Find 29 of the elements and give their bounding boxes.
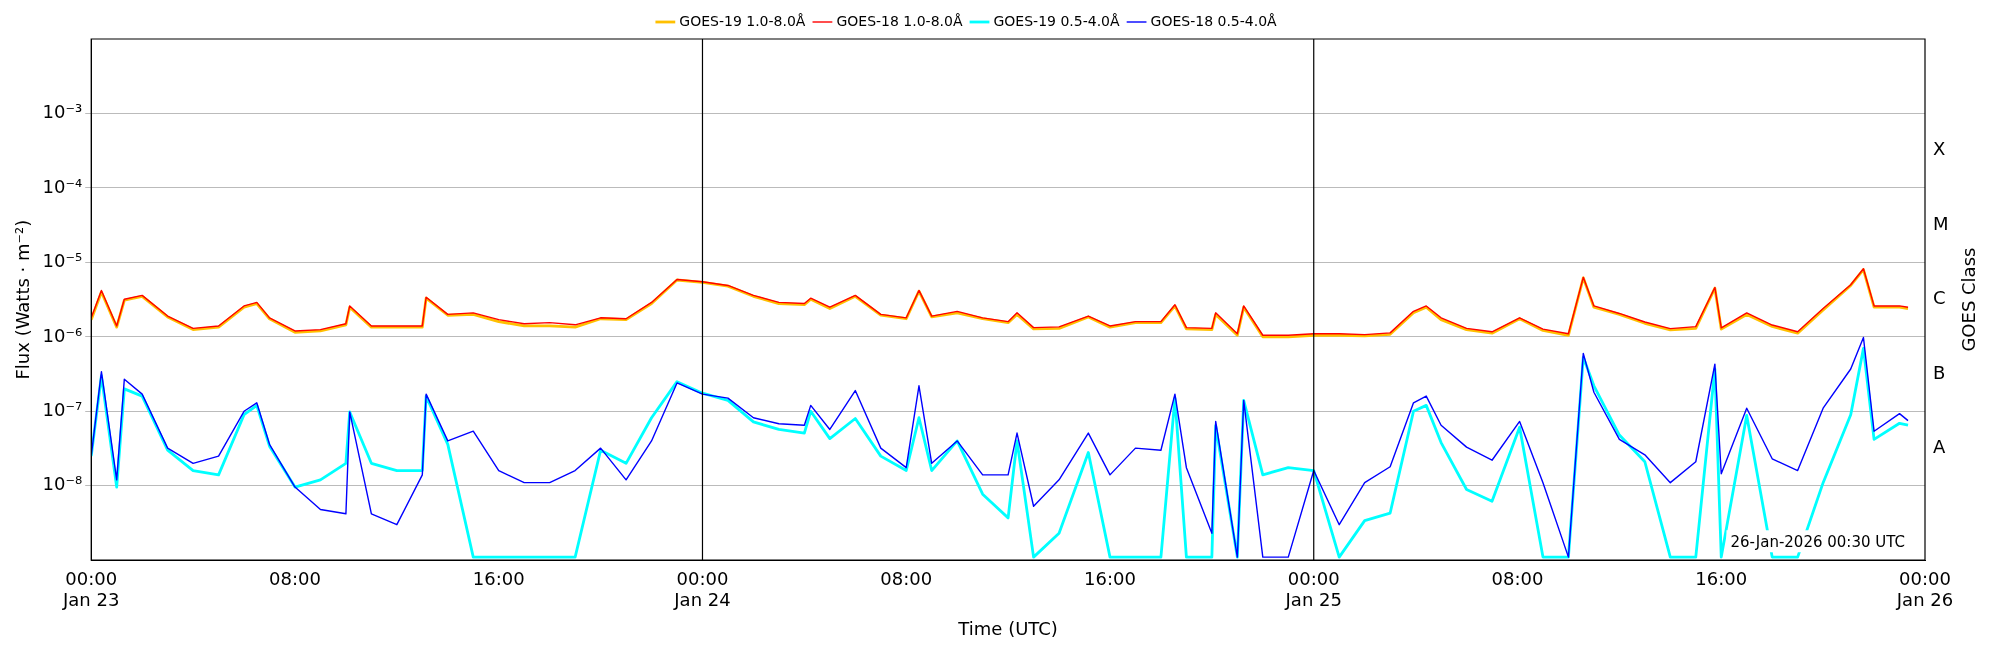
x-tick-label: 08:00 — [1491, 567, 1544, 589]
text: B — [1933, 361, 1946, 383]
x-tick-label: 16:00 — [1084, 567, 1136, 589]
annotation: 26-Jan-2026 00:30 UTC — [1730, 532, 1905, 551]
x-tick-label: 16:00 — [1695, 567, 1748, 589]
text: M — [1933, 212, 1949, 234]
x-tick-label: 00:00 Jan 26 — [1895, 567, 1954, 611]
y-tick-label: 10⁻⁵ — [42, 250, 83, 272]
x-tick-label: 08:00 — [880, 567, 933, 589]
y-tick-label: 10⁻⁸ — [42, 473, 83, 495]
y-tick-label: 10⁻⁷ — [42, 398, 83, 420]
y-tick-label: 10⁻⁴ — [42, 175, 83, 197]
x-tick-label: 00:00 Jan 24 — [673, 567, 731, 611]
x-tick-label: 08:00 — [269, 567, 321, 589]
text: A — [1933, 436, 1946, 458]
y-axis-title: Flux (Watts · m⁻²) — [12, 219, 34, 380]
legend-label: GOES-19 1.0-8.0Å — [679, 12, 806, 29]
y2-axis-title: GOES Class — [1957, 247, 1979, 352]
legend-label: GOES-19 0.5-4.0Å — [993, 12, 1120, 29]
x-axis-title: Time (UTC) — [957, 617, 1058, 639]
legend-label: GOES-18 0.5-4.0Å — [1150, 12, 1278, 29]
y-tick-label: 10⁻³ — [42, 101, 83, 123]
text: C — [1933, 287, 1946, 309]
legend-label: GOES-18 1.0-8.0Å — [836, 12, 963, 29]
text: X — [1933, 138, 1946, 160]
x-tick-label: 00:00 Jan 25 — [1284, 567, 1342, 611]
y-tick-label: 10⁻⁶ — [42, 324, 83, 346]
x-tick-label: 16:00 — [472, 567, 525, 589]
x-tick-label: 00:00 Jan 23 — [62, 567, 120, 611]
